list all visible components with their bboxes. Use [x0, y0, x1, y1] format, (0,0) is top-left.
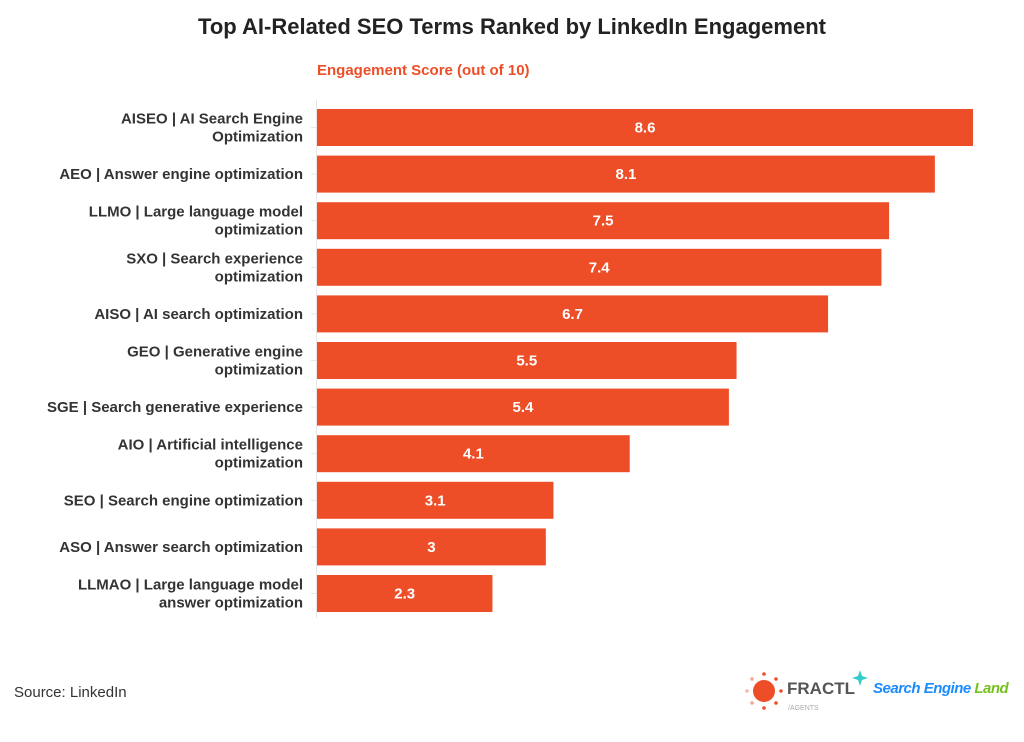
- category-label: AISO | AI search optimization: [94, 306, 303, 323]
- data-label: 7.4: [589, 259, 611, 276]
- category-label: AEO | Answer engine optimization: [59, 166, 303, 183]
- category-label-line: GEO | Generative engine: [127, 344, 303, 361]
- category-label: SEO | Search engine optimization: [64, 492, 303, 509]
- category-label-line: AISO | AI search optimization: [94, 306, 303, 323]
- data-label: 4.1: [463, 446, 484, 463]
- category-label-line: optimization: [215, 455, 303, 472]
- data-label: 7.5: [593, 213, 614, 230]
- sparkle-icon: [852, 670, 868, 686]
- category-label-line: SGE | Search generative experience: [47, 399, 303, 416]
- data-label: 3: [427, 539, 435, 556]
- fractl-sub: /AGENTS: [788, 705, 819, 712]
- bar: [317, 575, 493, 612]
- data-label: 8.1: [616, 166, 637, 183]
- category-label-line: AEO | Answer engine optimization: [59, 166, 303, 183]
- data-label: 6.7: [562, 306, 583, 323]
- bar: [317, 528, 546, 566]
- category-label-line: optimization: [215, 362, 303, 379]
- fractl-logo: FRACTL /AGENTS: [745, 670, 868, 712]
- category-label-line: optimization: [215, 268, 303, 285]
- search-engine-land-logo: Search Engine Land: [873, 680, 1009, 697]
- bar: [317, 342, 737, 379]
- bar: [317, 202, 890, 240]
- category-label: ASO | Answer search optimization: [59, 539, 303, 556]
- data-label: 3.1: [425, 492, 446, 509]
- category-label-line: LLMAO | Large language model: [78, 577, 303, 594]
- category-label-line: SXO | Search experience: [126, 250, 303, 267]
- bar: [317, 388, 729, 426]
- category-label-line: ASO | Answer search optimization: [59, 539, 303, 556]
- category-label: LLMO | Large language model optimization: [89, 204, 303, 239]
- source-note: Source: LinkedIn: [14, 684, 127, 701]
- category-label-line: AISEO | AI Search Engine: [121, 111, 303, 128]
- category-label: SGE | Search generative experience: [47, 399, 303, 416]
- category-label: AISEO | AI Search Engine Optimization: [121, 111, 303, 146]
- category-label-line: optimization: [215, 222, 303, 239]
- category-label-line: AIO | Artificial intelligence: [118, 437, 303, 454]
- fractl-wordmark: FRACTL: [787, 679, 855, 698]
- bar: [317, 109, 973, 146]
- data-label: 5.5: [516, 353, 537, 370]
- category-label-line: LLMO | Large language model: [89, 204, 303, 221]
- category-label: SXO | Search experience optimization: [126, 250, 303, 285]
- bar: [317, 435, 630, 473]
- category-label-line: Optimization: [212, 129, 303, 146]
- category-label: AIO | Artificial intelligence optimizatio…: [118, 437, 303, 472]
- axis-label: Engagement Score (out of 10): [317, 62, 530, 79]
- category-label-line: answer optimization: [159, 595, 303, 612]
- chart-title: Top AI-Related SEO Terms Ranked by Linke…: [198, 14, 826, 39]
- category-label: LLMAO | Large language model answer optim…: [78, 577, 303, 612]
- bar: [317, 155, 935, 193]
- bar: [317, 295, 829, 333]
- data-label: 5.4: [513, 399, 535, 416]
- bar: [317, 248, 882, 286]
- category-label: GEO | Generative engine optimization: [127, 344, 303, 379]
- data-label: 8.6: [635, 120, 656, 137]
- fractl-sunburst-icon: [745, 672, 783, 710]
- data-label: 2.3: [394, 586, 415, 603]
- bar: [317, 481, 554, 519]
- category-label-line: SEO | Search engine optimization: [64, 492, 303, 509]
